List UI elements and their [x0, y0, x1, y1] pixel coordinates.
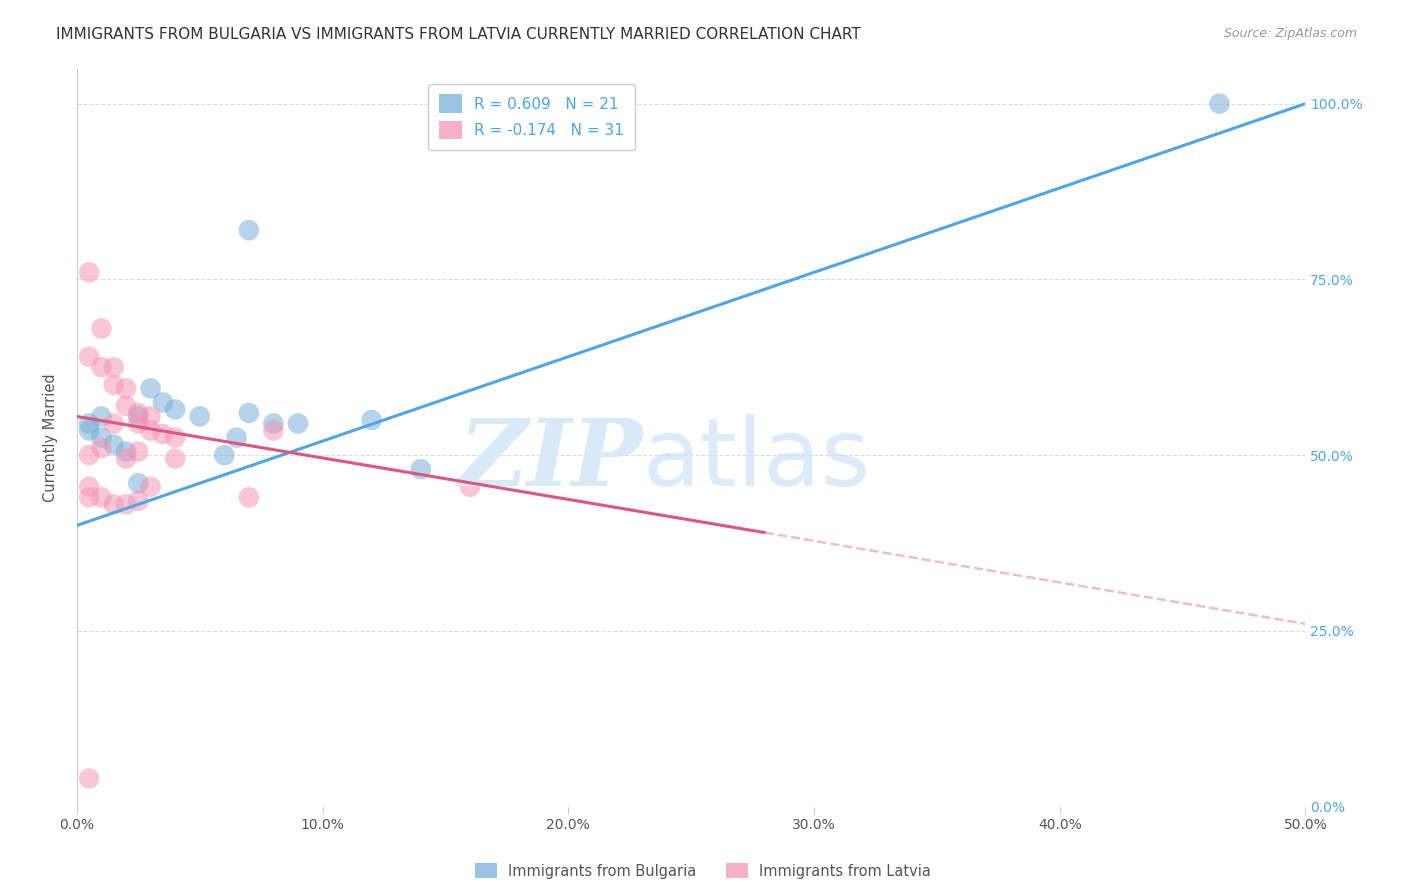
Point	[90, 321, 112, 335]
Point	[103, 417, 125, 431]
Point	[139, 424, 162, 438]
Point	[127, 409, 149, 424]
Point	[77, 424, 100, 438]
Point	[152, 395, 174, 409]
Point	[1208, 96, 1230, 111]
Point	[77, 417, 100, 431]
Point	[115, 497, 138, 511]
Point	[115, 451, 138, 466]
Point	[262, 424, 284, 438]
Point	[238, 223, 260, 237]
Point	[127, 493, 149, 508]
Point	[90, 431, 112, 445]
Point	[238, 406, 260, 420]
Point	[360, 413, 382, 427]
Y-axis label: Currently Married: Currently Married	[44, 373, 58, 502]
Point	[127, 476, 149, 491]
Point	[103, 437, 125, 451]
Point	[214, 448, 236, 462]
Point	[152, 427, 174, 442]
Legend: R = 0.609   N = 21, R = -0.174   N = 31: R = 0.609 N = 21, R = -0.174 N = 31	[429, 84, 636, 150]
Point	[115, 444, 138, 458]
Point	[165, 431, 187, 445]
Point	[77, 772, 100, 786]
Point	[90, 441, 112, 455]
Point	[90, 409, 112, 424]
Point	[139, 381, 162, 395]
Point	[238, 491, 260, 505]
Point	[165, 402, 187, 417]
Text: atlas: atlas	[643, 414, 870, 506]
Point	[115, 381, 138, 395]
Point	[127, 444, 149, 458]
Point	[77, 350, 100, 364]
Point	[127, 417, 149, 431]
Point	[77, 448, 100, 462]
Legend: Immigrants from Bulgaria, Immigrants from Latvia: Immigrants from Bulgaria, Immigrants fro…	[470, 857, 936, 885]
Text: Source: ZipAtlas.com: Source: ZipAtlas.com	[1223, 27, 1357, 40]
Point	[287, 417, 309, 431]
Point	[77, 491, 100, 505]
Point	[139, 409, 162, 424]
Point	[90, 491, 112, 505]
Point	[90, 360, 112, 375]
Point	[127, 406, 149, 420]
Point	[77, 480, 100, 494]
Point	[262, 417, 284, 431]
Point	[103, 497, 125, 511]
Point	[115, 399, 138, 413]
Point	[409, 462, 432, 476]
Point	[139, 480, 162, 494]
Text: IMMIGRANTS FROM BULGARIA VS IMMIGRANTS FROM LATVIA CURRENTLY MARRIED CORRELATION: IMMIGRANTS FROM BULGARIA VS IMMIGRANTS F…	[56, 27, 860, 42]
Point	[225, 431, 247, 445]
Point	[103, 360, 125, 375]
Point	[188, 409, 211, 424]
Point	[103, 377, 125, 392]
Point	[458, 480, 481, 494]
Point	[165, 451, 187, 466]
Point	[77, 265, 100, 279]
Text: ZIP: ZIP	[458, 415, 643, 505]
